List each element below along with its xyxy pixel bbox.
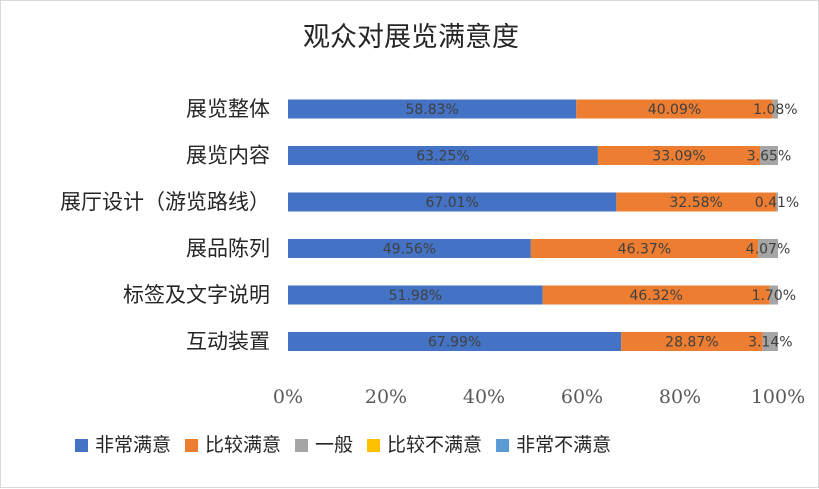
data-label: 46.32% [629,288,682,304]
bar-segment [530,239,759,258]
bar-segment [772,99,778,119]
bar-segment [621,332,763,351]
bar-segment [288,285,543,305]
data-label: 0.41% [755,195,799,211]
data-label: 1.70% [752,288,796,304]
category-label: 展厅设计（游览路线） [60,190,270,214]
x-tick-label: 100% [751,386,805,408]
bar-segment [288,146,598,165]
x-tick-label: 60% [561,386,603,408]
bar-segment [542,285,770,305]
legend-swatch [75,439,88,452]
category-label: 展览整体 [186,97,270,121]
legend-swatch [496,439,510,452]
chart-title: 观众对展览满意度 [303,22,519,53]
legend-swatch [367,439,381,452]
x-tick-label: 80% [659,386,701,408]
data-label: 3.14% [748,335,792,351]
bar-segment [762,332,778,351]
category-label: 标签及文字说明 [123,283,270,307]
category-label: 展览内容 [186,144,270,168]
legend-label: 非常不满意 [516,434,611,456]
data-label: 67.99% [428,335,481,351]
data-label: 32.58% [669,195,722,211]
legend: 非常满意 比较满意 一般 比较不满意 非常不满意 [75,434,611,456]
bar-segment [775,192,778,212]
bars [288,99,778,351]
category-label: 展品陈列 [186,237,270,261]
bar-segment [288,239,531,258]
x-axis-ticks: 0% 20% 40% 60% 80% 100% [273,386,805,408]
x-tick-label: 20% [365,386,407,408]
bar-segment [760,146,778,165]
data-label: 58.83% [405,102,458,118]
legend-swatch [185,439,199,452]
bar-segment [576,99,773,119]
data-label: 40.09% [648,102,701,118]
bar-segment [288,192,617,212]
x-tick-label: 40% [463,386,505,408]
legend-label: 非常满意 [95,434,171,456]
legend-label: 比较不满意 [387,434,482,456]
bar-segment [288,99,577,119]
data-label: 33.09% [652,149,705,165]
legend-label: 比较满意 [205,434,281,456]
data-label: 51.98% [389,288,442,304]
bar-segment [616,192,776,212]
data-label: 3.65% [747,149,791,165]
bar-segment [597,146,761,165]
category-label: 互动装置 [186,330,270,354]
data-label: 1.08% [753,102,797,118]
data-label: 67.01% [425,195,478,211]
data-label: 4.07% [746,242,790,258]
x-tick-label: 0% [273,386,303,408]
data-label: 28.87% [665,335,718,351]
bar-segment [769,285,778,305]
data-label: 46.37% [618,242,671,258]
data-labels: 58.83% 40.09% 1.08% 63.25% 33.09% 3.65% 67.01%… [383,102,800,351]
legend-swatch [295,439,309,452]
bar-segment [758,239,778,258]
data-label: 63.25% [416,149,469,165]
legend-label: 一般 [315,434,353,456]
data-label: 49.56% [383,242,436,258]
bar-segment [288,332,622,351]
